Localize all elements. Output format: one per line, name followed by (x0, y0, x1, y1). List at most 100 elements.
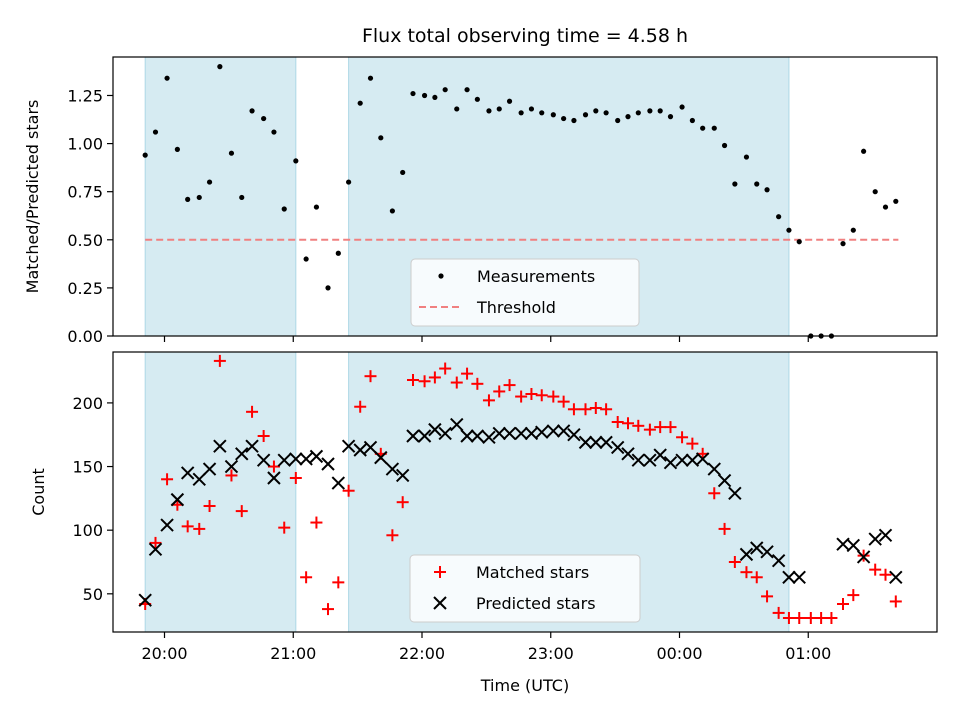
predicted-star-point (438, 426, 452, 441)
predicted-star-point (492, 426, 506, 441)
legend-label-threshold: Threshold (476, 298, 556, 317)
measurement-point (506, 98, 513, 104)
matched-star-point (643, 423, 656, 436)
measurement-point (410, 90, 416, 97)
predicted-star-point (846, 538, 861, 553)
predicted-star-point (299, 452, 313, 466)
matched-star-point (686, 437, 699, 450)
measurement-point (464, 87, 470, 93)
matched-star-point (418, 375, 431, 388)
measurement-point (496, 106, 502, 112)
measurement-point (142, 152, 148, 158)
measurement-point (582, 112, 589, 118)
matched-star-point (342, 484, 355, 497)
predicted-star-point (502, 426, 517, 441)
matched-star-point (493, 385, 506, 398)
x-tick-label: 01:00 (785, 644, 831, 663)
measurement-point (754, 181, 760, 187)
measurement-point (303, 256, 309, 262)
predicted-star-point (739, 547, 754, 562)
predicted-star-point (202, 462, 217, 476)
measurement-point (593, 108, 599, 114)
measurement-point (528, 106, 535, 112)
matched-star-point (600, 403, 613, 416)
measurement-point (293, 158, 299, 164)
predicted-star-point (341, 439, 356, 453)
measurement-point (550, 112, 556, 118)
predicted-star-point (663, 456, 678, 470)
predicted-star-point (224, 459, 239, 474)
predicted-star-point (331, 476, 346, 490)
matched-star-point (879, 568, 892, 581)
matched-star-point (193, 522, 206, 535)
predicted-star-point (728, 486, 742, 500)
matched-star-point (149, 536, 162, 549)
measurement-point (261, 115, 267, 122)
measurement-point (400, 169, 406, 176)
matched-star-point (203, 500, 216, 512)
matched-star-point (632, 419, 645, 432)
measurement-point (539, 110, 545, 116)
predicted-star-point (460, 429, 474, 443)
matched-star-point (257, 430, 270, 442)
predicted-star-point (695, 452, 710, 466)
matched-star-point (289, 472, 302, 484)
measurement-point (454, 106, 460, 112)
ratio-panel: Flux total observing time = 4.58 h 0.000… (23, 25, 938, 346)
measurement-point (474, 96, 480, 102)
measurement-point (357, 100, 363, 106)
predicted-star-point (868, 532, 882, 546)
observing-window (144, 56, 297, 337)
x-tick-label: 20:00 (141, 644, 187, 663)
predicted-star-point (717, 473, 732, 488)
measurement-point (850, 227, 856, 233)
predicted-star-point (385, 462, 400, 476)
measurement-point (421, 92, 428, 99)
matched-star-point (847, 589, 860, 602)
predicted-star-point (567, 428, 581, 442)
x-tick-label: 22:00 (399, 644, 445, 663)
legend-label-predicted: Predicted stars (476, 594, 596, 613)
predicted-star-point (277, 453, 291, 467)
ratio-x-ticks (163, 336, 809, 342)
ratio-legend-box (410, 258, 640, 327)
measurement-point (206, 179, 213, 185)
legend-label-matched: Matched stars (476, 563, 589, 582)
measurement-point (700, 125, 706, 131)
measurement-point (872, 189, 878, 195)
matched-star-point (406, 374, 419, 386)
predicted-star-point (546, 424, 561, 438)
matched-star-point (611, 416, 624, 428)
x-tick-label: 23:00 (528, 644, 574, 663)
measurement-point (249, 108, 255, 114)
matched-star-point (676, 431, 689, 444)
measurement-point (882, 204, 889, 210)
measurement-point (196, 194, 202, 201)
predicted-star-point (750, 541, 764, 555)
measurement-point (281, 206, 287, 212)
measurement-point (313, 204, 320, 210)
measurement-point (603, 110, 609, 116)
matched-star-point (589, 402, 602, 414)
measurement-point (174, 146, 180, 152)
measurement-point (786, 227, 792, 233)
predicted-star-point (535, 425, 549, 439)
predicted-star-point (428, 422, 442, 437)
legend-label-measurements: Measurements (477, 267, 595, 286)
measurement-point (796, 239, 802, 245)
matched-star-point (889, 595, 902, 608)
matched-star-point (804, 612, 817, 624)
matched-star-point (235, 505, 248, 518)
predicted-star-point (406, 429, 420, 443)
predicted-star-point (610, 440, 625, 455)
measurement-point (217, 64, 223, 70)
matched-star-point (181, 520, 194, 533)
matched-star-point (310, 516, 323, 529)
matched-star-point (782, 612, 795, 624)
measurement-point (378, 135, 384, 141)
measurement-point (152, 129, 159, 135)
x-tick-label: 00:00 (656, 644, 702, 663)
predicted-star-point (363, 440, 378, 455)
matched-star-point (579, 403, 592, 416)
matched-star-point (278, 521, 291, 534)
